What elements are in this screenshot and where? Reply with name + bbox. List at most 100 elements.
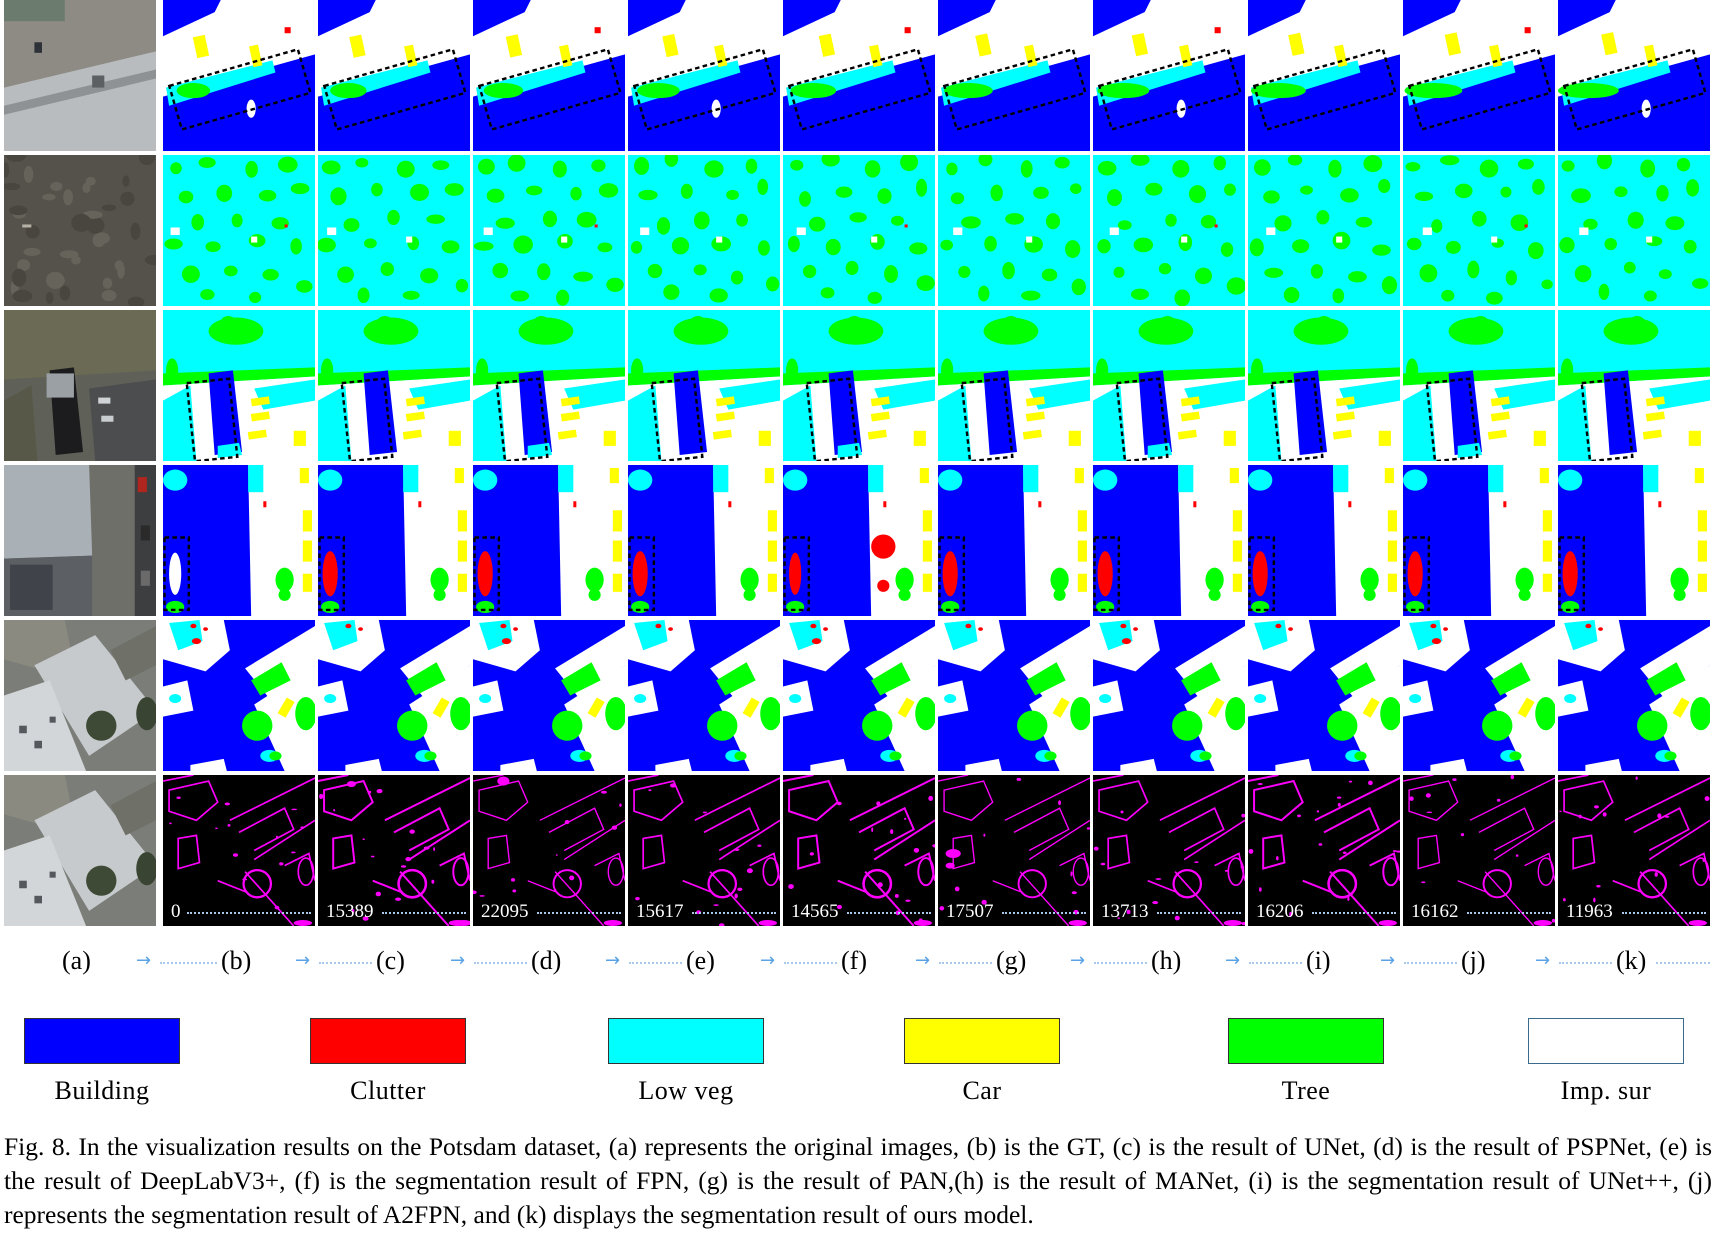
- legend-label: Low veg: [638, 1076, 734, 1105]
- original-image-row-4: [4, 465, 156, 616]
- original-image-row-2: [4, 155, 156, 306]
- segmentation-map-row-2-col-i: [1248, 155, 1400, 306]
- count-guide-line: [1157, 912, 1241, 914]
- segmentation-map-row-6-col-e: [628, 775, 780, 926]
- segmentation-map-row-3-col-f: [783, 310, 935, 461]
- column-label: (i): [1306, 946, 1331, 975]
- segmentation-map-row-3-col-i: [1248, 310, 1400, 461]
- column-label: (c): [376, 946, 405, 975]
- legend-swatch: [608, 1018, 764, 1064]
- label-guide-line: [319, 962, 372, 964]
- segmentation-map-row-2-col-d: [473, 155, 625, 306]
- count-guide-line: [187, 912, 311, 914]
- segmentation-map-row-2-col-f: [783, 155, 935, 306]
- segmentation-map-row-2-col-g: [938, 155, 1090, 306]
- segmentation-map-row-2-col-j: [1403, 155, 1555, 306]
- label-guide-line: [160, 962, 217, 964]
- segmentation-map-row-3-col-g: [938, 310, 1090, 461]
- segmentation-map-row-6-col-b: [163, 775, 315, 926]
- segmentation-map-row-4-col-b: [163, 465, 315, 616]
- segmentation-map-row-4-col-f: [783, 465, 935, 616]
- segmentation-map-row-5-col-f: [783, 620, 935, 771]
- column-label: (k): [1616, 946, 1647, 975]
- segmentation-map-row-6-col-k: [1558, 775, 1710, 926]
- count-guide-line: [692, 912, 776, 914]
- arrow-right-icon: →: [295, 950, 311, 971]
- segmentation-map-row-6-col-h: [1093, 775, 1245, 926]
- count-guide-line: [1312, 912, 1396, 914]
- segmentation-map-row-2-col-b: [163, 155, 315, 306]
- segmentation-map-row-4-col-c: [318, 465, 470, 616]
- legend-item: Clutter: [310, 1018, 470, 1105]
- arrow-right-icon: →: [605, 950, 621, 971]
- legend-label: Tree: [1281, 1076, 1331, 1105]
- label-guide-line: [629, 962, 682, 964]
- segmentation-map-row-6-col-j: [1403, 775, 1555, 926]
- segmentation-map-row-5-col-b: [163, 620, 315, 771]
- segmentation-map-row-6-col-d: [473, 775, 625, 926]
- label-guide-line: [1094, 962, 1147, 964]
- label-guide-line: [1656, 962, 1710, 964]
- legend-swatch: [1228, 1018, 1384, 1064]
- original-image-row-6: [4, 775, 156, 926]
- error-pixel-count: 15617: [636, 901, 684, 922]
- error-pixel-count: 11963: [1566, 901, 1613, 922]
- legend-item: Low veg: [608, 1018, 768, 1105]
- segmentation-map-row-5-col-k: [1558, 620, 1710, 771]
- legend-item: Building: [24, 1018, 184, 1105]
- segmentation-map-row-5-col-d: [473, 620, 625, 771]
- label-guide-line: [939, 962, 992, 964]
- count-guide-line: [1622, 912, 1706, 914]
- segmentation-map-row-3-col-d: [473, 310, 625, 461]
- error-pixel-count: 0: [171, 901, 181, 922]
- error-pixel-count: 17507: [946, 901, 994, 922]
- label-guide-line: [1559, 962, 1612, 964]
- legend-label: Car: [962, 1076, 1002, 1105]
- segmentation-map-row-4-col-j: [1403, 465, 1555, 616]
- segmentation-map-row-2-col-c: [318, 155, 470, 306]
- label-guide-line: [784, 962, 837, 964]
- segmentation-map-row-1-col-e: [628, 0, 780, 151]
- segmentation-map-row-1-col-i: [1248, 0, 1400, 151]
- label-guide-line: [1249, 962, 1302, 964]
- arrow-right-icon: →: [760, 950, 776, 971]
- figure-caption: Fig. 8. In the visualization results on …: [4, 1132, 1712, 1229]
- error-pixel-count: 22095: [481, 901, 529, 922]
- arrow-right-icon: →: [1070, 950, 1086, 971]
- segmentation-map-row-3-col-c: [318, 310, 470, 461]
- arrow-right-icon: →: [136, 950, 152, 971]
- error-pixel-count: 16162: [1411, 901, 1459, 922]
- error-pixel-count: 16206: [1256, 901, 1304, 922]
- segmentation-map-row-6-col-c: [318, 775, 470, 926]
- legend-item: Tree: [1228, 1018, 1388, 1105]
- visualization-grid: 0 15389 22095 15617 14565 17507 13713 16206 1616…: [4, 0, 1716, 926]
- column-label: (e): [686, 946, 715, 975]
- arrow-right-icon: →: [1225, 950, 1241, 971]
- segmentation-map-row-3-col-b: [163, 310, 315, 461]
- segmentation-map-row-6-col-i: [1248, 775, 1400, 926]
- legend-label: Building: [54, 1076, 150, 1105]
- segmentation-map-row-5-col-c: [318, 620, 470, 771]
- segmentation-map-row-3-col-j: [1403, 310, 1555, 461]
- legend-swatch: [310, 1018, 466, 1064]
- count-guide-line: [1467, 912, 1551, 914]
- original-image-row-5: [4, 620, 156, 771]
- column-label: (f): [841, 946, 867, 975]
- segmentation-map-row-2-col-e: [628, 155, 780, 306]
- column-label: (h): [1151, 946, 1182, 975]
- legend-item: Imp. sur: [1528, 1018, 1688, 1105]
- legend-swatch: [904, 1018, 1060, 1064]
- legend-label: Clutter: [350, 1076, 426, 1105]
- segmentation-map-row-1-col-f: [783, 0, 935, 151]
- segmentation-map-row-1-col-b: [163, 0, 315, 151]
- original-image-row-3: [4, 310, 156, 461]
- count-guide-line: [847, 912, 931, 914]
- legend-swatch: [1528, 1018, 1684, 1064]
- segmentation-map-row-5-col-j: [1403, 620, 1555, 771]
- label-guide-line: [1404, 962, 1457, 964]
- count-guide-line: [382, 912, 466, 914]
- legend-label: Imp. sur: [1560, 1076, 1652, 1105]
- segmentation-map-row-3-col-k: [1558, 310, 1710, 461]
- original-image-row-1: [4, 0, 156, 151]
- error-pixel-count: 14565: [791, 901, 839, 922]
